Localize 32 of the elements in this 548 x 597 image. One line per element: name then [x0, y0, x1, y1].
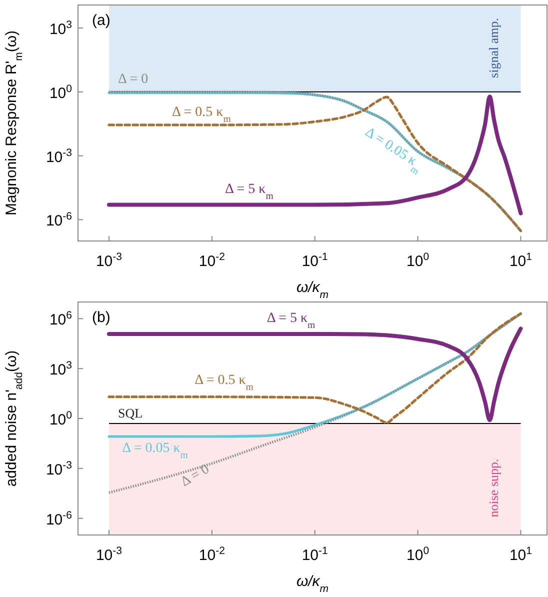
series-label: Δ = 0.5 κ$_{m}$: [194, 373, 254, 392]
series-label: Δ = 0: [118, 72, 148, 87]
x-axis-title: ω/κ$_{m}$: [296, 279, 329, 301]
y-tick-label: 10$^{3}$: [49, 360, 72, 379]
x-tick-label: 10$^{-1}$: [302, 545, 328, 564]
x-tick-label: 10$^{0}$: [406, 251, 430, 270]
y-tick-label: 10$^{0}$: [49, 82, 72, 102]
x-tick-label: 10$^{-2}$: [198, 251, 226, 270]
x-tick-label: 10$^{-3}$: [96, 251, 122, 270]
series-label: Δ = 5 κ$_{m}$: [225, 182, 274, 202]
band-label: signal amp.: [486, 18, 501, 78]
x-axis-title: ω/κ$_{m}$: [296, 573, 329, 595]
x-tick-label: 10$^{0}$: [406, 545, 430, 564]
x-tick-label: 10$^{1}$: [509, 545, 532, 564]
series-label: Δ = 0.5 κ$_{m}$: [172, 105, 232, 124]
x-tick-label: 10$^{1}$: [509, 251, 532, 270]
text: (a): [92, 12, 110, 29]
y-tick-label: 10$^{-3}$: [46, 146, 72, 166]
y-tick-label: 10$^{-6}$: [46, 509, 72, 528]
y-tick-label: 10$^{6}$: [49, 310, 72, 329]
series-label: Δ = 0.05 κ$_{m}$: [122, 441, 188, 460]
y-tick-label: 10$^{-6}$: [46, 210, 72, 230]
x-tick-label: 10$^{-1}$: [302, 251, 328, 270]
y-tick-label: 10$^{3}$: [49, 18, 72, 38]
x-tick-label: 10$^{-2}$: [198, 545, 226, 564]
text: (b): [92, 309, 110, 326]
y-tick-label: 10$^{-3}$: [46, 459, 72, 478]
ref-line-label: SQL: [118, 406, 143, 421]
series-label: Δ = 5 κ$_{m}$: [266, 311, 316, 330]
band-label: noise supp.: [486, 458, 501, 518]
y-tick-label: 10$^{0}$: [49, 410, 72, 428]
x-tick-label: 10$^{-3}$: [96, 545, 122, 564]
